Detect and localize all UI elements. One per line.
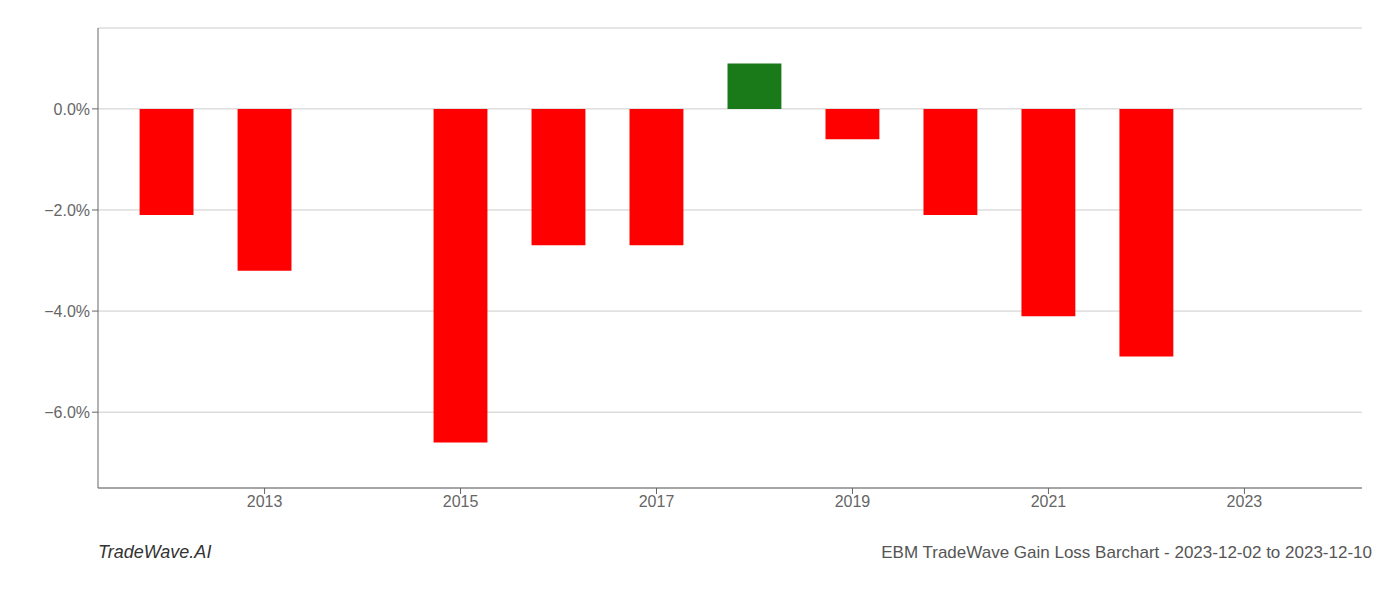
svg-text:−2.0%: −2.0%	[44, 202, 90, 219]
html-text:TradeWave.AI: TradeWave.AI	[98, 542, 212, 562]
svg-text:2021: 2021	[1031, 493, 1067, 510]
svg-text:2013: 2013	[247, 493, 283, 510]
svg-text:−6.0%: −6.0%	[44, 404, 90, 421]
svg-text:2015: 2015	[443, 493, 479, 510]
svg-text:0.0%: 0.0%	[54, 101, 90, 118]
svg-text:2019: 2019	[835, 493, 871, 510]
svg-text:2017: 2017	[639, 493, 675, 510]
html-text:EBM TradeWave Gain Loss Barcha: EBM TradeWave Gain Loss Barchart - 2023-…	[881, 543, 1372, 562]
svg-text:2023: 2023	[1227, 493, 1263, 510]
svg-text:−4.0%: −4.0%	[44, 303, 90, 320]
